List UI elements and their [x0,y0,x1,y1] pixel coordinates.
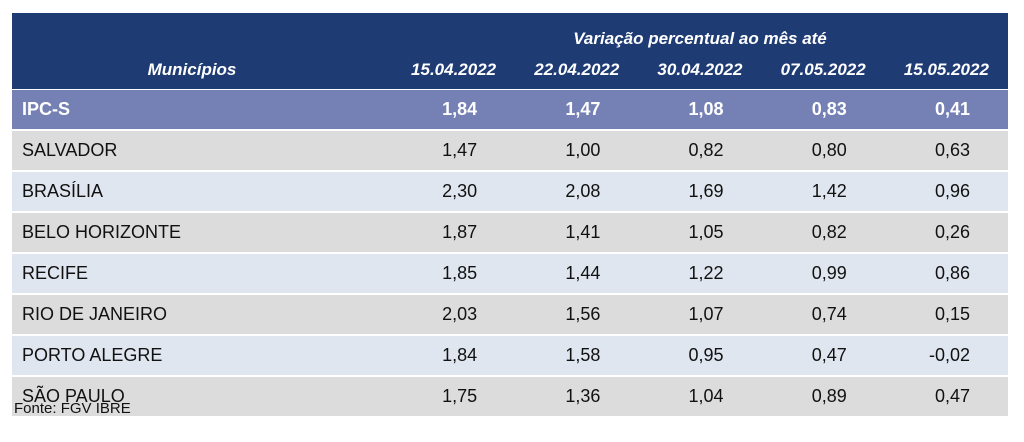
cell-value: 0,82 [638,130,762,172]
table-row: PORTO ALEGRE 1,84 1,58 0,95 0,47 -0,02 [12,335,1008,377]
cell-value: 2,30 [392,171,516,213]
cell-value: 0,47 [884,376,1008,418]
cell-value: 2,08 [515,171,639,213]
cell-value: 1,42 [761,171,885,213]
header-row-dates: Municípios 15.04.2022 22.04.2022 30.04.2… [12,51,1008,90]
cell-value: 0,15 [884,294,1008,336]
cell-value: 1,69 [638,171,762,213]
cell-value: 1,22 [638,253,762,295]
table-row: SÃO PAULO 1,75 1,36 1,04 0,89 0,47 [12,376,1008,418]
cell-value: 1,05 [638,212,762,254]
row-name: IPC-S [12,89,392,131]
table-row: SALVADOR 1,47 1,00 0,82 0,80 0,63 [12,130,1008,172]
cell-value: 0,86 [884,253,1008,295]
ipc-s-table-container: Variação percentual ao mês até Município… [12,13,1008,418]
column-header-date: 07.05.2022 [761,51,885,90]
cell-value: 1,08 [638,89,762,131]
cell-value: 0,80 [761,130,885,172]
cell-value: 1,00 [515,130,639,172]
cell-value: 1,47 [515,89,639,131]
cell-value: 0,63 [884,130,1008,172]
row-name: SÃO PAULO [12,376,392,418]
row-name: RECIFE [12,253,392,295]
cell-value: 0,82 [761,212,885,254]
column-header-date: 15.05.2022 [884,51,1008,90]
cell-value: 2,03 [392,294,516,336]
cell-value: 1,47 [392,130,516,172]
cell-value: 0,89 [761,376,885,418]
row-name: SALVADOR [12,130,392,172]
cell-value: 1,56 [515,294,639,336]
header-empty-cell [12,13,392,51]
header-row-title: Variação percentual ao mês até [12,13,1008,51]
cell-value: 1,41 [515,212,639,254]
cell-value: 1,75 [392,376,516,418]
cell-value: -0,02 [884,335,1008,377]
table-title: Variação percentual ao mês até [392,13,1008,51]
column-header-date: 30.04.2022 [638,51,762,90]
table-row: RIO DE JANEIRO 2,03 1,56 1,07 0,74 0,15 [12,294,1008,336]
table-row: BRASÍLIA 2,30 2,08 1,69 1,42 0,96 [12,171,1008,213]
cell-value: 0,47 [761,335,885,377]
cell-value: 1,44 [515,253,639,295]
cell-value: 1,84 [392,89,516,131]
table-row: RECIFE 1,85 1,44 1,22 0,99 0,86 [12,253,1008,295]
cell-value: 0,99 [761,253,885,295]
row-name: BELO HORIZONTE [12,212,392,254]
cell-value: 0,41 [884,89,1008,131]
table-row: BELO HORIZONTE 1,87 1,41 1,05 0,82 0,26 [12,212,1008,254]
row-name: RIO DE JANEIRO [12,294,392,336]
cell-value: 1,85 [392,253,516,295]
cell-value: 0,83 [761,89,885,131]
cell-value: 1,58 [515,335,639,377]
cell-value: 0,96 [884,171,1008,213]
cell-value: 0,95 [638,335,762,377]
cell-value: 0,74 [761,294,885,336]
cell-value: 1,84 [392,335,516,377]
column-header-municipios: Municípios [12,51,392,90]
summary-row-ipc-s: IPC-S 1,84 1,47 1,08 0,83 0,41 [12,89,1008,131]
cell-value: 1,36 [515,376,639,418]
source-note: Fonte: FGV IBRE [14,400,131,417]
row-name: PORTO ALEGRE [12,335,392,377]
cell-value: 1,04 [638,376,762,418]
column-header-date: 22.04.2022 [515,51,639,90]
cell-value: 1,07 [638,294,762,336]
row-name: BRASÍLIA [12,171,392,213]
cell-value: 0,26 [884,212,1008,254]
cell-value: 1,87 [392,212,516,254]
column-header-date: 15.04.2022 [392,51,516,90]
ipc-s-table: Variação percentual ao mês até Município… [12,13,1008,418]
